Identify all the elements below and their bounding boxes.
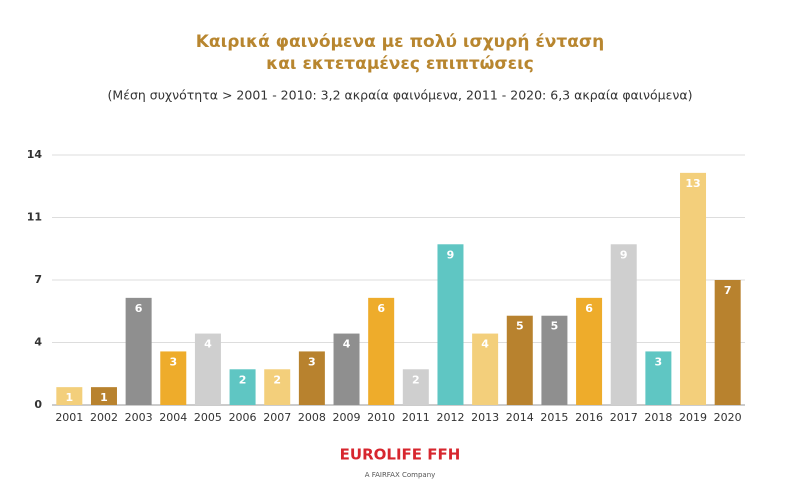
value-label: 3 — [169, 355, 177, 368]
value-label: 5 — [516, 320, 524, 333]
bar — [402, 369, 429, 405]
x-tick-label: 2014 — [506, 411, 534, 424]
y-tick-label: 7 — [34, 273, 42, 286]
value-label: 2 — [239, 373, 247, 386]
x-tick-label: 2003 — [125, 411, 153, 424]
bar — [541, 315, 568, 405]
value-label: 1 — [100, 391, 108, 404]
bar — [610, 244, 637, 405]
x-tick-label: 2019 — [679, 411, 707, 424]
x-tick-label: 2008 — [298, 411, 326, 424]
value-label: 7 — [724, 284, 732, 297]
bar — [576, 297, 603, 405]
x-tick-label: 2004 — [159, 411, 187, 424]
bar — [229, 369, 256, 405]
x-tick-label: 2018 — [644, 411, 672, 424]
bar — [368, 297, 395, 405]
x-tick-label: 2011 — [402, 411, 430, 424]
tagline: A FAIRFAX Company — [365, 471, 436, 479]
chart-title: και εκτεταμένες επιπτώσεις — [266, 54, 534, 74]
bar — [125, 297, 152, 405]
value-label: 3 — [655, 355, 663, 368]
x-tick-label: 2016 — [575, 411, 603, 424]
x-tick-label: 2001 — [55, 411, 83, 424]
x-tick-label: 2006 — [229, 411, 257, 424]
subtitle: (Μέση συχνότητα > 2001 - 2010: 3,2 ακραί… — [108, 88, 693, 103]
x-tick-label: 2002 — [90, 411, 118, 424]
value-label: 3 — [308, 355, 316, 368]
y-tick-label: 4 — [34, 336, 42, 349]
bar — [56, 387, 83, 405]
y-tick-label: 0 — [34, 398, 42, 411]
x-tick-label: 2005 — [194, 411, 222, 424]
x-tick-label: 2010 — [367, 411, 395, 424]
y-tick-label: 14 — [27, 148, 43, 161]
bar — [333, 333, 360, 405]
bar — [506, 315, 533, 405]
value-label: 6 — [135, 302, 143, 315]
bar — [160, 351, 187, 405]
bar — [645, 351, 672, 405]
x-tick-label: 2017 — [610, 411, 638, 424]
value-label: 9 — [620, 248, 628, 261]
bar — [437, 244, 464, 405]
value-label: 9 — [447, 248, 455, 261]
brand: EUROLIFE FFH — [340, 446, 461, 464]
x-tick-label: 2013 — [471, 411, 499, 424]
bar — [472, 333, 499, 405]
bar — [298, 351, 325, 405]
x-tick-label: 2007 — [263, 411, 291, 424]
bar — [90, 387, 117, 405]
bar — [194, 333, 221, 405]
x-tick-label: 2012 — [436, 411, 464, 424]
bar — [264, 369, 291, 405]
value-label: 4 — [343, 338, 351, 351]
value-label: 4 — [481, 338, 489, 351]
x-tick-label: 2009 — [333, 411, 361, 424]
x-tick-label: 2015 — [540, 411, 568, 424]
value-label: 2 — [273, 373, 281, 386]
x-tick-label: 2020 — [714, 411, 742, 424]
bar — [714, 280, 741, 405]
value-label: 2 — [412, 373, 420, 386]
bar — [680, 172, 707, 405]
value-label: 5 — [551, 320, 559, 333]
value-label: 6 — [377, 302, 385, 315]
value-label: 6 — [585, 302, 593, 315]
value-label: 4 — [204, 338, 212, 351]
y-tick-label: 11 — [27, 211, 42, 224]
value-label: 1 — [65, 391, 73, 404]
value-label: 13 — [685, 177, 700, 190]
chart-title: Καιρικά φαινόμενα με πολύ ισχυρή ένταση — [196, 32, 605, 52]
